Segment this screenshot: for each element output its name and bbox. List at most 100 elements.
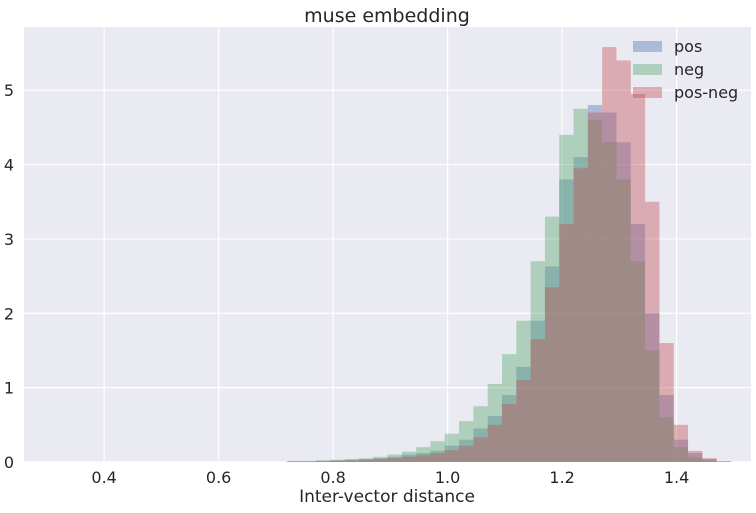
histogram-bar [673, 439, 689, 462]
histogram-bar [473, 428, 488, 462]
histogram-bar [401, 451, 417, 462]
histogram-bar [645, 201, 660, 462]
histogram-bar [315, 461, 331, 462]
histogram-bar [688, 453, 703, 462]
histogram-bar [659, 417, 674, 462]
histogram-bar [702, 459, 717, 462]
histogram-bar [459, 421, 474, 462]
histogram-bar [287, 461, 302, 462]
histogram-bar [416, 455, 431, 462]
x-tick-labels: 0.4 0.6 0.8 1.0 1.2 1.4 [91, 468, 689, 487]
histogram-bar [301, 461, 316, 462]
histogram-bar [401, 454, 417, 462]
histogram-bar [516, 380, 531, 462]
histogram-bar [287, 461, 302, 462]
legend-swatch-neg [633, 64, 662, 75]
histogram-bar [387, 458, 402, 462]
y-tick-label: 3 [4, 230, 14, 249]
histogram-bar [630, 261, 646, 462]
histogram-bars [287, 47, 731, 463]
histogram-bar [487, 415, 502, 462]
histogram-bar [473, 406, 488, 462]
legend-label-neg: neg [674, 60, 704, 79]
y-tick-label: 0 [4, 453, 14, 472]
histogram-bar [544, 266, 560, 462]
histogram-bar [459, 439, 474, 462]
histogram-bar [673, 424, 689, 462]
x-tick-label: 1.0 [435, 468, 460, 487]
histogram-bar [702, 458, 717, 462]
histogram-bar [602, 47, 617, 462]
histogram-bar [716, 461, 731, 462]
histogram-bar [416, 447, 431, 462]
histogram-bar [544, 216, 560, 462]
histogram-bar [688, 450, 703, 462]
histogram-bar [559, 134, 574, 463]
histogram-bar [702, 460, 717, 462]
legend-label-pos-neg: pos-neg [674, 83, 738, 102]
histogram-bar [373, 459, 388, 462]
legend-label-pos: pos [674, 37, 702, 56]
histogram-bar [587, 105, 603, 463]
legend-swatch-pos-neg [633, 87, 662, 98]
histogram-bar [459, 445, 474, 462]
histogram-bar [530, 261, 545, 462]
histogram-bar [487, 424, 502, 462]
histogram-bar [688, 457, 703, 462]
histogram-bar [430, 441, 445, 462]
x-tick-label: 1.4 [664, 468, 689, 487]
histogram-bar [559, 224, 574, 462]
histogram-bar [301, 461, 316, 462]
histogram-bar [330, 460, 345, 462]
x-tick-label: 0.6 [206, 468, 231, 487]
histogram-bar [416, 453, 431, 462]
histogram-bar [387, 454, 402, 462]
histogram-bar [444, 433, 460, 462]
histogram-bar [387, 456, 402, 462]
histogram-bar [373, 458, 388, 462]
chart-title: muse embedding [304, 5, 470, 27]
y-tick-label: 4 [4, 156, 14, 175]
histogram-bar [630, 224, 646, 462]
histogram-bar [301, 461, 316, 462]
histogram-bar [315, 460, 331, 462]
histogram-bar [616, 179, 631, 462]
histogram-bar [501, 395, 517, 462]
histogram-bar [645, 350, 660, 462]
histogram-bar [544, 287, 560, 462]
histogram-bar [401, 456, 417, 462]
y-tick-label: 5 [4, 81, 14, 100]
histogram-bar [287, 461, 302, 462]
histogram-bar [645, 313, 660, 462]
histogram-bar [501, 404, 517, 462]
gridlines [24, 27, 751, 463]
histogram-bar [315, 460, 331, 462]
y-tick-label: 2 [4, 304, 14, 323]
histogram-bar [358, 459, 374, 462]
histogram-bar [559, 179, 574, 462]
histogram-bar [344, 459, 359, 462]
legend-swatch-pos [633, 41, 662, 52]
histogram-bar [530, 320, 545, 462]
histogram-bar [487, 383, 502, 462]
histogram-bar [373, 456, 388, 462]
histogram-bar [344, 460, 359, 462]
histogram-bar [573, 157, 588, 462]
x-tick-label: 1.2 [549, 468, 574, 487]
x-tick-label: 0.8 [320, 468, 345, 487]
histogram-bar [358, 459, 374, 462]
series-pos-neg-bars [287, 47, 731, 463]
histogram-bar [330, 459, 345, 462]
histogram-bar [573, 108, 588, 463]
histogram-bar [659, 343, 674, 462]
histogram-bar [516, 366, 531, 462]
y-tick-label: 1 [4, 379, 14, 398]
histogram-bar [344, 459, 359, 462]
histogram-bar [616, 60, 631, 462]
x-axis-label: Inter-vector distance [299, 487, 475, 507]
histogram-bar [516, 320, 531, 462]
series-pos-bars [287, 105, 731, 463]
histogram-bar [616, 142, 631, 462]
histogram-bar [659, 395, 674, 462]
